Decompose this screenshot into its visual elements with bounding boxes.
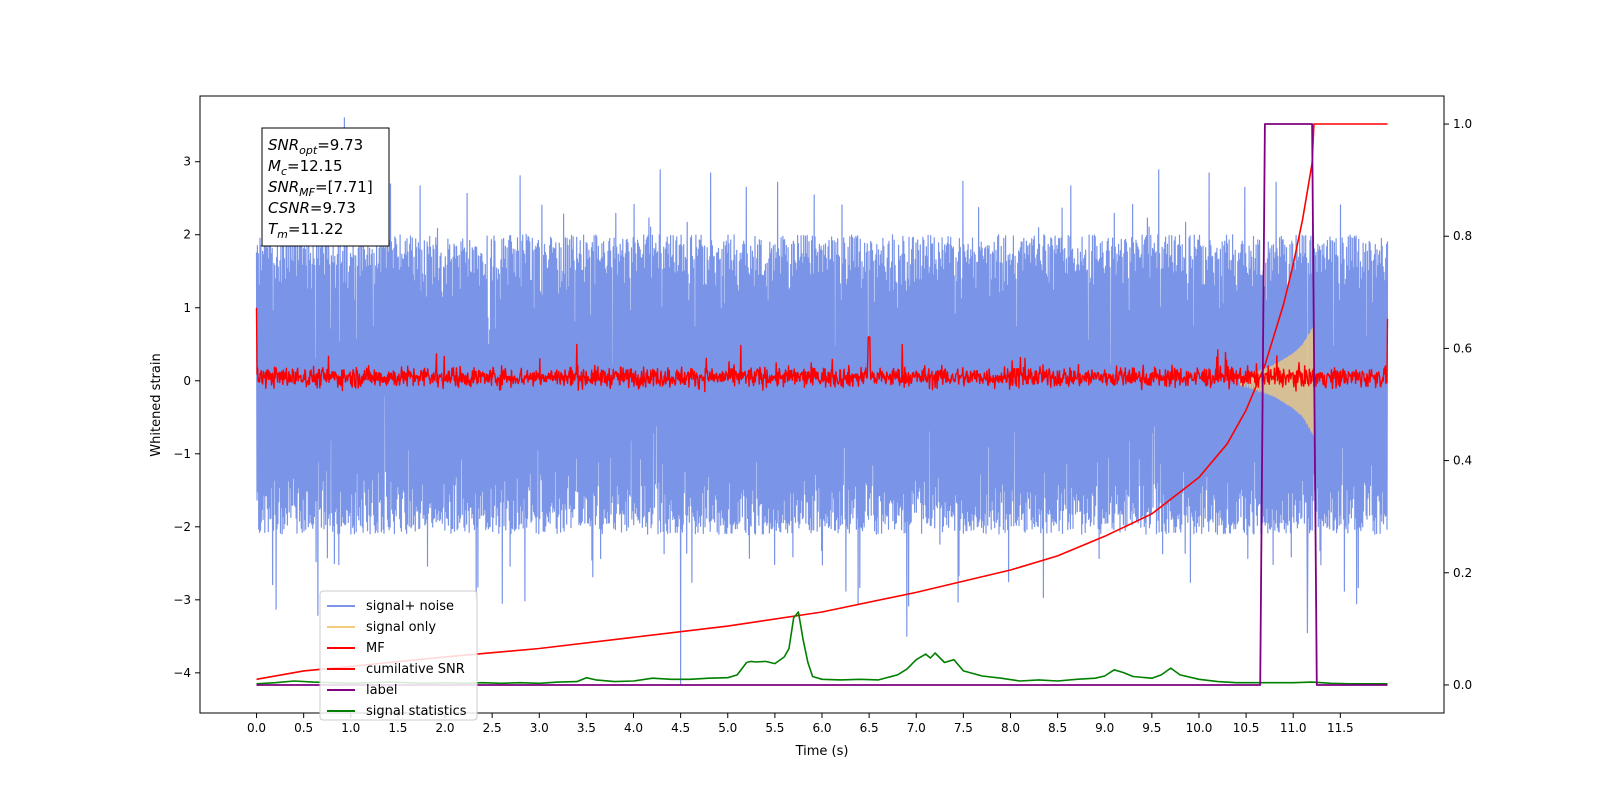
y2-tick-label: 0.6 [1453, 341, 1472, 355]
x-tick-label: 8.0 [1001, 721, 1020, 735]
y-tick-label: −4 [173, 666, 191, 680]
annotation-box: SNRopt=9.73Mc=12.15SNRMF=[7.71]CSNR=9.73… [261, 127, 390, 247]
y2-axis: 0.0 0.2 0.4 0.6 0.8 1.0 [1444, 117, 1472, 692]
x-tick-label: 1.5 [388, 721, 407, 735]
legend-label: signal only [366, 620, 436, 635]
legend-label: cumilative SNR [366, 662, 465, 677]
y-tick-label: 1 [183, 301, 191, 315]
x-tick-label: 4.0 [624, 721, 643, 735]
y-tick-label: 3 [183, 155, 191, 169]
x-axis-label: Time (s) [795, 744, 849, 759]
annotation-line: SNRopt=9.73 [268, 136, 363, 157]
legend-label: signal+ noise [366, 599, 454, 614]
y-tick-label: −1 [173, 447, 191, 461]
legend-label: signal statistics [366, 704, 467, 719]
y-tick-label: −3 [173, 593, 191, 607]
x-tick-label: 6.5 [860, 721, 879, 735]
x-tick-label: 10.5 [1233, 721, 1260, 735]
y2-tick-label: 0.0 [1453, 678, 1472, 692]
y-tick-label: 2 [183, 228, 191, 242]
legend-frame [319, 590, 478, 721]
x-tick-label: 6.0 [812, 721, 831, 735]
x-tick-label: 5.5 [765, 721, 784, 735]
legend: signal+ noise signal only MF cumilative SNR… [319, 590, 478, 721]
x-tick-label: 1.0 [341, 721, 360, 735]
y2-tick-label: 0.4 [1453, 454, 1472, 468]
annotation-line: CSNR=9.73 [268, 199, 356, 217]
x-tick-label: 7.0 [907, 721, 926, 735]
x-tick-label: 10.0 [1186, 721, 1213, 735]
y2-tick-label: 0.2 [1453, 566, 1472, 580]
x-tick-label: 9.5 [1142, 721, 1161, 735]
series-cumulative-snr [256, 123, 1388, 681]
series-label [256, 123, 1388, 686]
y-tick-label: −2 [173, 520, 191, 534]
annotation-frame [261, 127, 390, 247]
x-tick-label: 11.5 [1327, 721, 1354, 735]
y-axis: −4 −3 −2 −1 0 1 2 3 [173, 155, 200, 680]
series-mf [255, 307, 1389, 393]
x-tick-label: 0.0 [247, 721, 266, 735]
y2-tick-label: 1.0 [1453, 117, 1472, 131]
x-tick-label: 9.0 [1095, 721, 1114, 735]
series-signal-only [1236, 325, 1315, 437]
x-tick-label: 7.5 [954, 721, 973, 735]
annotation-line: Mc=12.15 [268, 157, 343, 178]
y-axis-label: Whitened strain [149, 353, 164, 456]
legend-label: label [366, 683, 397, 698]
x-axis: 0.0 0.5 1.0 1.5 2.0 2.5 3.0 3.5 4.0 4.5 5.0 5.5 6.0 6… [247, 713, 1354, 735]
x-tick-label: 5.0 [718, 721, 737, 735]
x-tick-label: 4.5 [671, 721, 690, 735]
y-tick-label: 0 [183, 374, 191, 388]
x-tick-label: 3.5 [577, 721, 596, 735]
x-tick-label: 2.0 [435, 721, 454, 735]
x-tick-label: 8.5 [1048, 721, 1067, 735]
x-tick-label: 2.5 [483, 721, 502, 735]
y2-tick-label: 0.8 [1453, 229, 1472, 243]
legend-label: MF [366, 641, 385, 656]
x-tick-label: 0.5 [294, 721, 313, 735]
annotation-line: Tm=11.22 [268, 220, 343, 241]
series-signal-noise [255, 117, 1389, 685]
annotation-line: SNRMF=[7.71] [268, 178, 373, 199]
x-tick-label: 3.0 [530, 721, 549, 735]
series-layer [255, 117, 1389, 686]
series-signal-statistics [256, 611, 1388, 685]
x-tick-label: 11.0 [1280, 721, 1307, 735]
